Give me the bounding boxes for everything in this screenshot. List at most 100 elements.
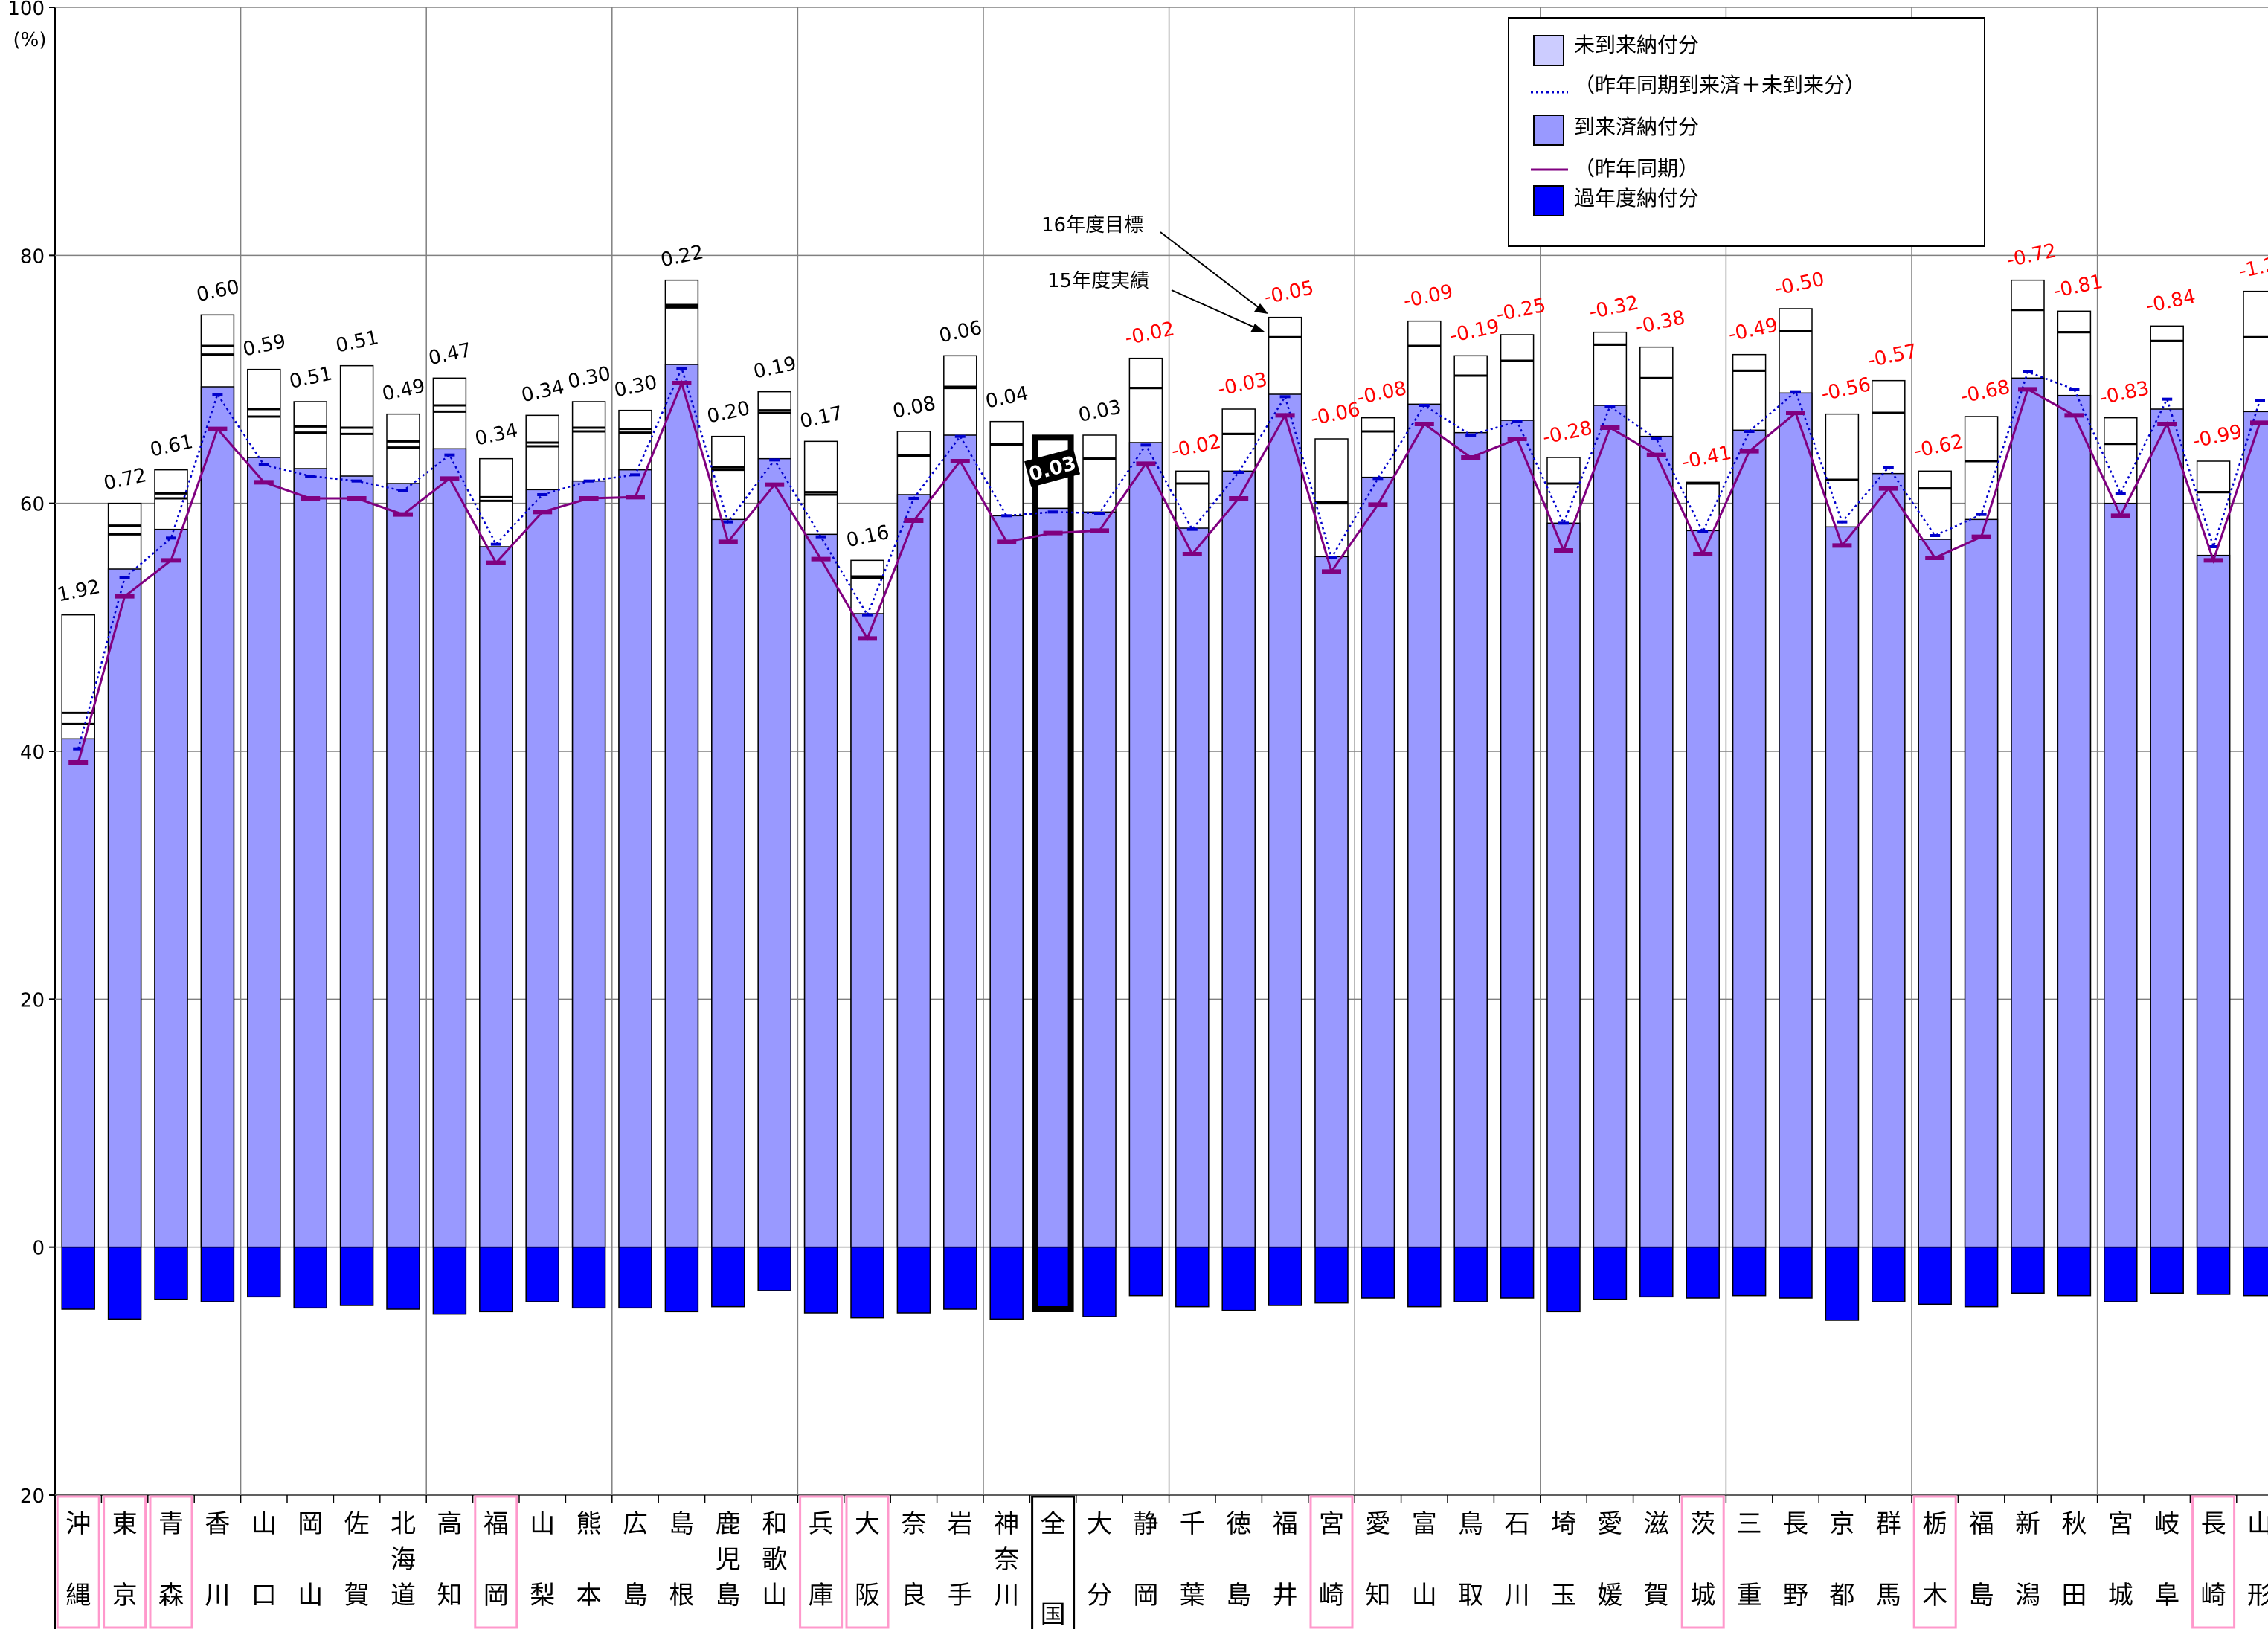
data-label: -0.49 [1726,314,1780,346]
category-label-char: 愛 [1365,1509,1390,1539]
category-label-char: 取 [1458,1581,1483,1610]
category-label-char: 歌 [762,1545,787,1575]
category-label-char: 大 [1087,1509,1112,1539]
category-label-char: 富 [1412,1509,1437,1539]
category-label-char: 奈 [994,1545,1019,1575]
actual-annotation: 15年度実績 [1047,270,1149,292]
bar-arrived [1361,476,1395,1248]
bar-prior-years [1779,1246,1813,1299]
bar-prior-years [154,1246,188,1300]
bar-prior-years [432,1246,467,1315]
category-label-char: 奈 [901,1509,926,1539]
target-arrow-head [1254,303,1268,314]
bar-arrived [1082,511,1117,1248]
category-label-char: 神 [994,1509,1019,1539]
category-label-char: 重 [1737,1581,1762,1610]
y-unit-label: (%) [13,29,47,51]
data-label: 0.19 [751,353,798,383]
category-label-char: 森 [158,1581,184,1610]
category-label-char: 崎 [1319,1581,1344,1610]
legend-label-not-arrived: 未到来納付分 [1574,33,1699,57]
bar-arrived [989,515,1024,1248]
bar-arrived [154,528,188,1248]
bar-prior-years [989,1246,1024,1320]
category-label-char: 青 [158,1509,184,1539]
bar-arrived [896,494,931,1248]
category-label-char: 全 [1041,1509,1066,1539]
bar-prior-years [1639,1246,1674,1298]
category-label-char: 佐 [344,1509,370,1539]
category-label-char: 本 [576,1581,602,1610]
category-label-char: 形 [2247,1581,2268,1610]
bar-arrived [1128,442,1163,1248]
category-label-char: 良 [901,1581,926,1610]
bar-prior-years [2243,1246,2268,1297]
bar-prior-years [757,1246,791,1291]
category-label-char: 城 [1690,1581,1715,1610]
bar-arrived [664,364,699,1248]
y-tick-label: 20 [20,1485,45,1508]
data-label: -0.50 [1773,269,1826,301]
category-highlight-frame [56,1495,100,1629]
bar-arrived [618,469,652,1248]
data-label: 0.59 [241,330,288,361]
category-label-char: 高 [437,1509,462,1539]
category-label-char: 馬 [1876,1581,1901,1610]
category-label-char: 群 [1876,1509,1901,1539]
bar-prior-years [1546,1246,1581,1313]
category-label-char: 口 [251,1581,277,1610]
category-label-char: 福 [1273,1509,1298,1539]
bar-arrived [479,546,513,1248]
data-label: 1.92 [55,576,102,606]
category-label-char: 京 [112,1581,138,1610]
data-label: -0.28 [1541,417,1594,449]
category-label-char: 栃 [1922,1509,1947,1539]
category-label-char: 潟 [2015,1581,2040,1610]
category-label-char: 宮 [2108,1509,2133,1539]
category-label-char: 道 [391,1581,416,1610]
category-highlight-frame [149,1495,193,1629]
category-label-char: 田 [2061,1581,2087,1610]
data-label: 0.51 [334,327,381,357]
bar-prior-years [107,1246,142,1320]
bar-prior-years [2057,1246,2092,1297]
category-label-char: 島 [1969,1581,1994,1610]
category-label-char: 三 [1737,1509,1762,1539]
category-label-char: 和 [762,1509,787,1539]
bar-arrived [1221,470,1256,1248]
data-label: 0.03 [1076,396,1123,426]
bar-prior-years [618,1246,652,1309]
category-label-char: 山 [1412,1581,1437,1610]
bar-arrived [1453,431,1488,1248]
bar-arrived [1268,393,1302,1248]
category-label-char: 石 [1505,1509,1530,1539]
category-label-char: 庫 [809,1581,834,1610]
bar-arrived [386,483,420,1248]
bar-prior-years [803,1246,838,1314]
category-label-char: 熊 [576,1509,602,1539]
category-label-char: 京 [1829,1509,1854,1539]
legend-swatch-medium [1533,115,1564,146]
bar-arrived [432,448,467,1248]
data-label: 0.30 [612,371,659,402]
bar-prior-years [1175,1246,1210,1308]
data-label: 0.60 [195,276,242,306]
legend-swatch-dark [1533,185,1564,216]
bar-arrived [2196,554,2231,1248]
target-annotation: 16年度目標 [1041,214,1143,237]
category-label-char: 国 [1041,1600,1066,1629]
bar-prior-years [200,1246,235,1302]
data-label: -0.08 [1355,377,1409,409]
bar-prior-years [1500,1246,1535,1299]
data-label: -0.38 [1633,306,1687,338]
category-label-char: 手 [948,1581,973,1610]
category-highlight-frame [474,1495,518,1629]
bar-prior-years [2150,1246,2184,1294]
bar-prior-years [61,1246,95,1310]
data-label: -0.72 [2005,240,2058,272]
prev-line [77,379,2261,763]
bar-arrived [200,386,235,1248]
bar-arrived [339,475,374,1248]
category-highlight-frame [1309,1495,1354,1629]
category-label-char: 長 [2201,1509,2226,1539]
